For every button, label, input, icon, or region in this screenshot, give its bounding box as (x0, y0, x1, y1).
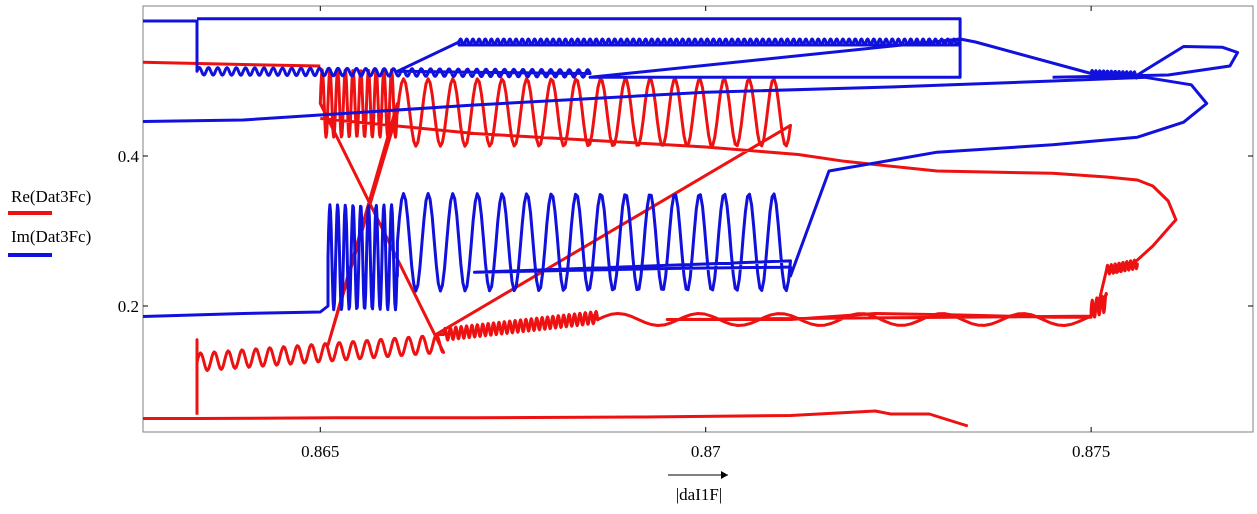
re-series-line (195, 68, 1178, 415)
re-series-line (142, 60, 321, 68)
im-series-line (142, 75, 1209, 318)
y-tick-label: 0.4 (118, 147, 140, 166)
legend: Re(Dat3Fc) Im(Dat3Fc) (8, 187, 91, 257)
series-layer (142, 17, 1240, 428)
x-tick-label: 0.87 (691, 442, 721, 461)
x-axis-arrowhead (721, 471, 728, 479)
re-series-line (143, 409, 969, 428)
x-tick-label: 0.865 (301, 442, 339, 461)
legend-label-re: Re(Dat3Fc) (11, 187, 91, 206)
plot-frame (142, 5, 1254, 433)
ticks-layer: 0.865 0.87 0.875 0.2 0.4 (118, 6, 1253, 461)
x-axis-label: |daI1F| (668, 471, 728, 504)
im-series-line (143, 19, 1240, 80)
im-series-line (197, 17, 962, 45)
y-tick-label: 0.2 (118, 297, 139, 316)
x-axis-title: |daI1F| (676, 485, 722, 504)
x-tick-label: 0.875 (1072, 442, 1110, 461)
legend-label-im: Im(Dat3Fc) (11, 227, 91, 246)
